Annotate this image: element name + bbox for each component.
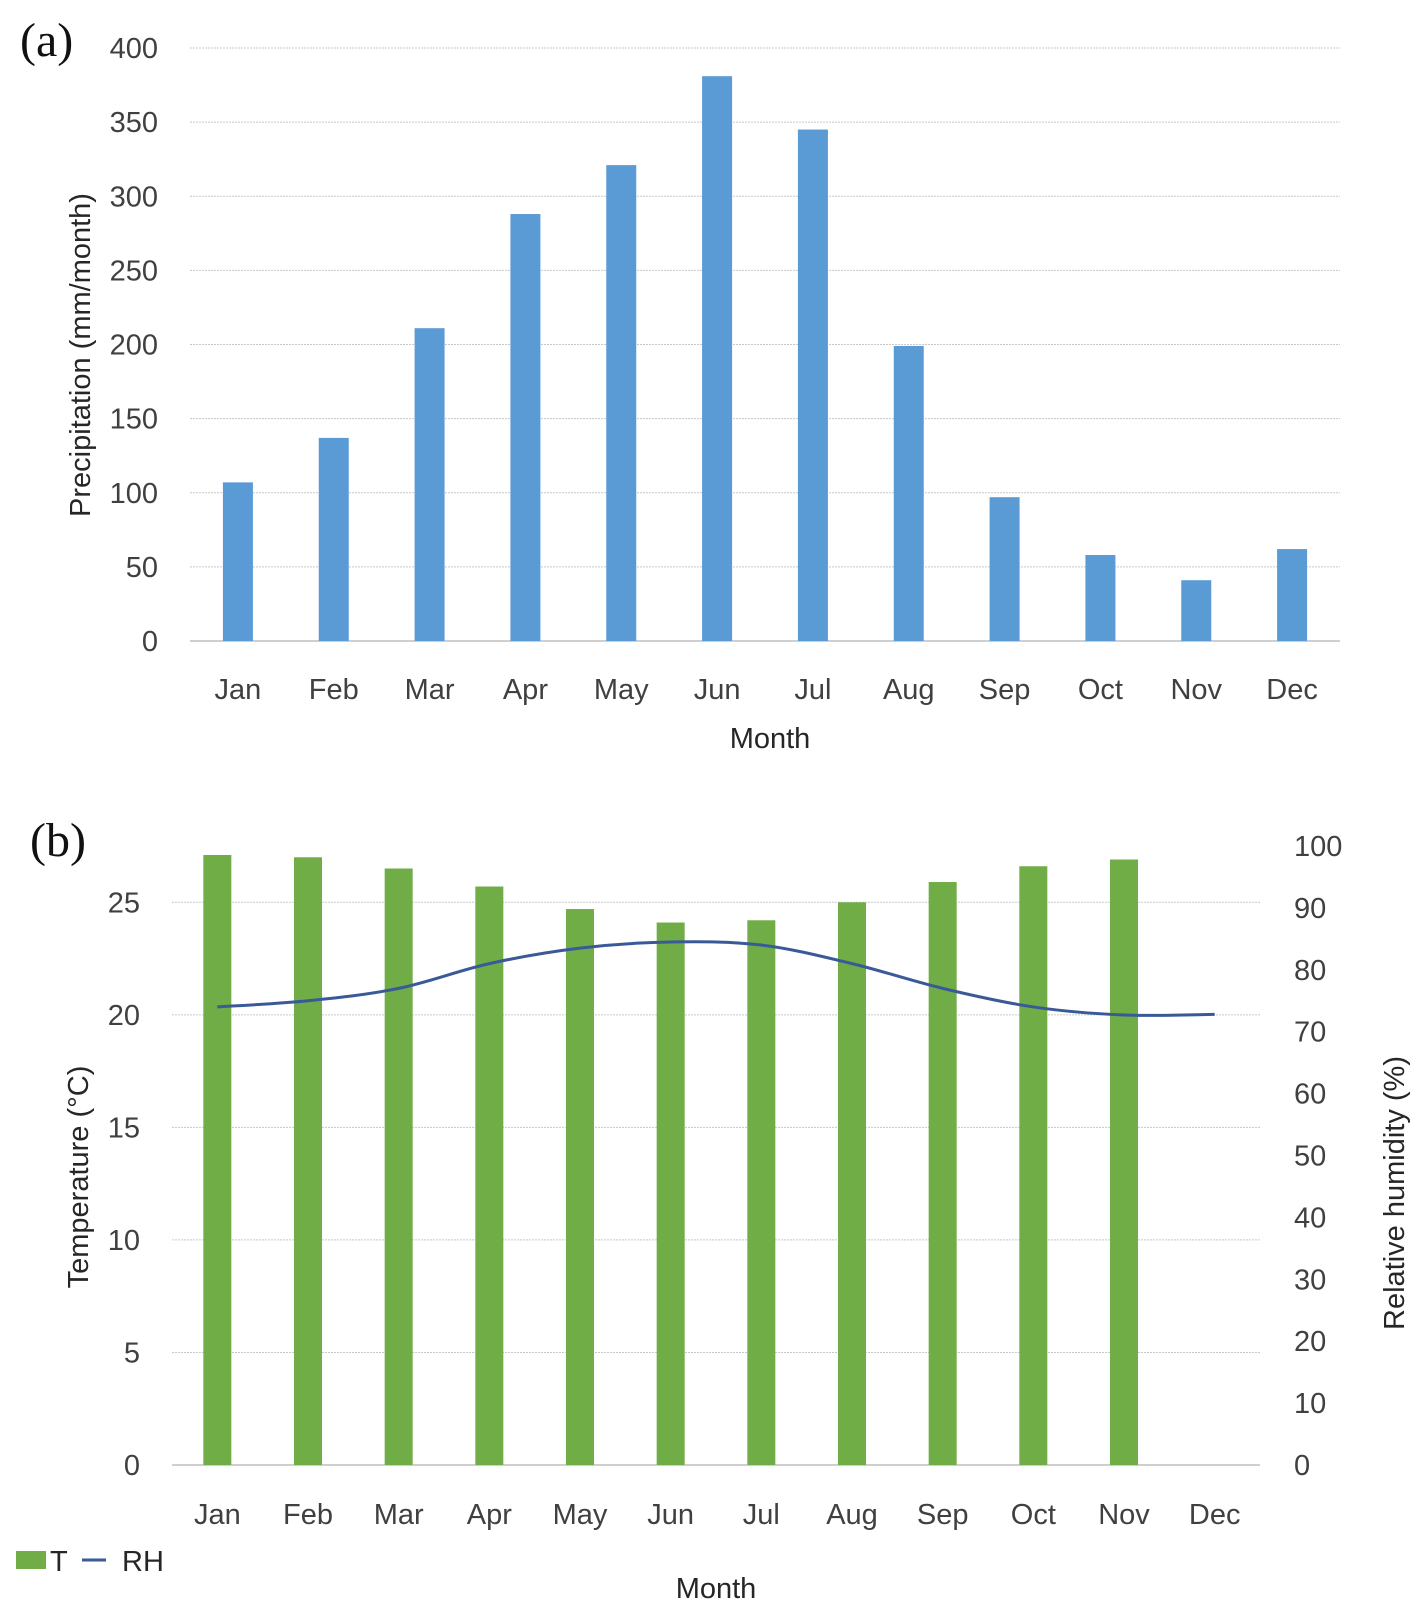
x-tick-label-a: Jul bbox=[794, 674, 831, 706]
bar-precipitation-sep bbox=[989, 497, 1020, 641]
y-axis-label-b-left: Temperature (°C) bbox=[63, 1066, 95, 1289]
y-tick-label-a: 100 bbox=[110, 478, 158, 510]
x-tick-label-b: May bbox=[553, 1499, 608, 1531]
x-tick-label-b: Jan bbox=[194, 1499, 241, 1531]
bar-precipitation-feb bbox=[318, 437, 349, 641]
x-tick-label-a: Oct bbox=[1078, 674, 1123, 706]
bar-temperature-apr bbox=[475, 886, 504, 1465]
bar-temperature-jun bbox=[656, 922, 685, 1465]
legend: T RH bbox=[16, 1546, 164, 1578]
bar-temperature-feb bbox=[294, 857, 322, 1465]
legend-label-t: T bbox=[50, 1546, 68, 1578]
x-tick-label-b: Oct bbox=[1011, 1499, 1056, 1531]
x-tick-label-a: Feb bbox=[309, 674, 359, 706]
x-tick-label-a: Nov bbox=[1170, 674, 1222, 706]
precipitation-chart: (a) 0 50 100 150 200 250 300 350 400 Jan Feb Mar Ap… bbox=[20, 14, 1340, 755]
y-tick-label-b-right: 70 bbox=[1294, 1017, 1326, 1049]
bar-temperature-may bbox=[566, 909, 594, 1465]
y-tick-label-a: 350 bbox=[110, 107, 158, 139]
temperature-humidity-chart: (b) 0 5 10 15 20 25 0 10 20 30 40 50 60 70 80 90 100 Ja… bbox=[16, 814, 1411, 1605]
line-relative-humidity bbox=[217, 940, 1215, 1017]
x-tick-label-a: Apr bbox=[503, 674, 548, 706]
y-tick-label-b-right: 80 bbox=[1294, 955, 1326, 987]
bar-temperature-aug bbox=[838, 902, 866, 1465]
legend-swatch-t bbox=[16, 1551, 46, 1569]
y-tick-label-b-left: 5 bbox=[124, 1337, 140, 1369]
bar-temperature-jul bbox=[747, 920, 776, 1465]
bar-precipitation-mar bbox=[414, 328, 445, 641]
x-tick-label-b: Aug bbox=[826, 1499, 878, 1531]
bar-temperature-jan bbox=[203, 855, 232, 1465]
x-tick-label-a: Jan bbox=[215, 674, 262, 706]
panel-label-a: (a) bbox=[20, 14, 73, 67]
x-tick-label-b: Apr bbox=[467, 1499, 512, 1531]
x-tick-label-b: Jun bbox=[647, 1499, 694, 1531]
panel-label-b: (b) bbox=[30, 814, 86, 867]
bar-temperature-sep bbox=[928, 882, 957, 1465]
y-tick-label-b-left: 15 bbox=[108, 1112, 140, 1144]
y-axis-label-b-right: Relative humidity (%) bbox=[1379, 1056, 1411, 1330]
y-axis-label-a: Precipitation (mm/month) bbox=[65, 193, 97, 517]
legend-label-rh: RH bbox=[122, 1546, 164, 1578]
x-axis-label-a: Month bbox=[730, 723, 811, 755]
y-tick-label-b-right: 90 bbox=[1294, 893, 1326, 925]
bar-precipitation-jul bbox=[797, 129, 828, 641]
y-tick-label-b-right: 20 bbox=[1294, 1326, 1326, 1358]
bar-precipitation-jan bbox=[222, 482, 253, 641]
x-tick-label-b: Sep bbox=[917, 1499, 969, 1531]
bar-precipitation-jun bbox=[702, 76, 733, 642]
bar-precipitation-aug bbox=[893, 345, 924, 641]
y-tick-label-b-right: 50 bbox=[1294, 1141, 1326, 1173]
x-tick-label-b: Nov bbox=[1098, 1499, 1150, 1531]
bar-precipitation-may bbox=[606, 165, 637, 641]
x-tick-label-b: Jul bbox=[743, 1499, 780, 1531]
y-tick-label-a: 400 bbox=[110, 33, 158, 65]
x-tick-label-a: May bbox=[594, 674, 649, 706]
bar-precipitation-oct bbox=[1085, 555, 1116, 641]
x-tick-label-b: Feb bbox=[283, 1499, 333, 1531]
y-tick-label-b-right: 60 bbox=[1294, 1079, 1326, 1111]
bar-temperature-oct bbox=[1019, 866, 1048, 1465]
y-tick-label-b-left: 10 bbox=[108, 1225, 140, 1257]
x-tick-label-b: Dec bbox=[1189, 1499, 1241, 1531]
x-tick-label-a: Jun bbox=[694, 674, 741, 706]
y-tick-label-a: 150 bbox=[110, 404, 158, 436]
y-tick-label-a: 50 bbox=[126, 552, 158, 584]
x-tick-label-a: Dec bbox=[1266, 674, 1318, 706]
y-tick-label-a: 300 bbox=[110, 181, 158, 213]
y-tick-label-b-right: 40 bbox=[1294, 1202, 1326, 1234]
y-tick-label-b-right: 0 bbox=[1294, 1450, 1310, 1482]
x-tick-label-a: Aug bbox=[883, 674, 935, 706]
y-tick-label-a: 200 bbox=[110, 330, 158, 362]
bar-precipitation-apr bbox=[510, 214, 541, 642]
x-tick-label-a: Sep bbox=[979, 674, 1031, 706]
bar-precipitation-nov bbox=[1181, 580, 1212, 641]
x-tick-label-a: Mar bbox=[405, 674, 455, 706]
bar-precipitation-dec bbox=[1277, 549, 1308, 641]
x-tick-label-b: Mar bbox=[374, 1499, 424, 1531]
y-tick-label-b-left: 0 bbox=[124, 1450, 140, 1482]
y-tick-label-b-right: 30 bbox=[1294, 1264, 1326, 1296]
y-tick-label-b-right: 10 bbox=[1294, 1388, 1326, 1420]
x-axis-label-b: Month bbox=[676, 1573, 757, 1605]
y-tick-label-a: 250 bbox=[110, 255, 158, 287]
bar-temperature-nov bbox=[1110, 859, 1138, 1465]
bar-temperature-mar bbox=[384, 868, 413, 1465]
y-tick-label-b-left: 25 bbox=[108, 887, 140, 919]
y-tick-label-b-right: 100 bbox=[1294, 831, 1342, 863]
y-tick-label-b-left: 20 bbox=[108, 1000, 140, 1032]
y-tick-label-a: 0 bbox=[142, 626, 158, 658]
